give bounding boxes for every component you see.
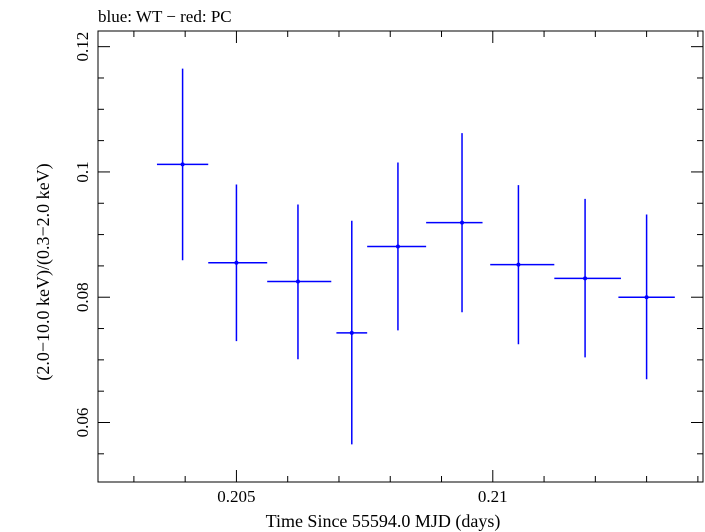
y-tick-label: 0.1 [73,161,92,182]
point-marker [460,220,465,225]
plot-frame [97,30,704,483]
y-tick-label: 0.08 [73,282,92,312]
data-point [208,184,268,342]
y-tick-label: 0.12 [73,32,92,62]
series-wt [156,68,675,445]
point-marker [349,330,354,335]
point-marker [234,260,239,265]
point-marker [644,295,649,300]
data-point [426,133,483,313]
data-point [156,68,209,261]
x-axis-label: Time Since 55594.0 MJD (days) [266,511,501,532]
x-tick-label: 0.205 [217,487,255,506]
point-marker [395,244,400,249]
data-point [618,214,675,380]
chart-title: blue: WT − red: PC [98,7,232,26]
point-marker [180,162,185,167]
data-point [554,198,621,358]
data-point [267,204,332,360]
data-point [367,162,427,331]
data-point [490,185,555,345]
axes: 0.205 0.21 0.06 0.08 0.1 0.12 [73,31,703,506]
point-marker [516,262,521,267]
point-marker [583,276,588,281]
data-point [336,220,368,445]
x-tick-label: 0.21 [478,487,508,506]
y-tick-label: 0.06 [73,408,92,438]
y-axis-label: (2.0−10.0 keV)/(0.3−2.0 keV) [33,163,54,380]
point-marker [295,279,300,284]
